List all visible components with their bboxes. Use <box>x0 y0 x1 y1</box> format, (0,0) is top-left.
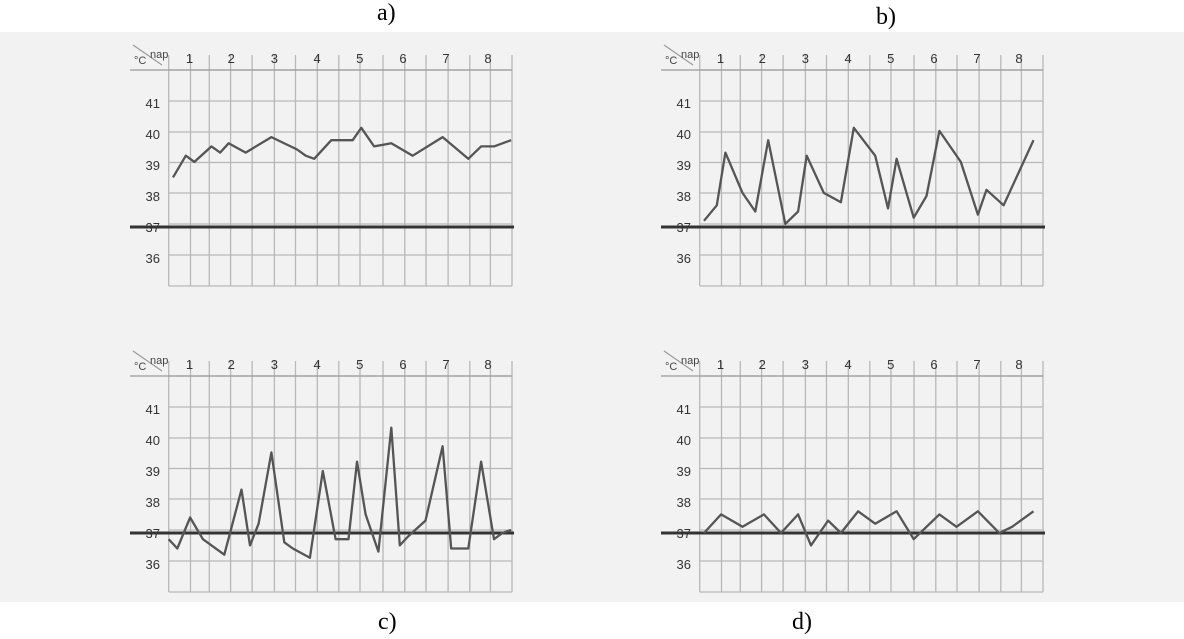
corner-label-day: nap <box>681 49 699 61</box>
temperature-series-line <box>172 126 512 178</box>
panel-label-b: b) <box>876 4 896 30</box>
x-tick-label: 2 <box>759 51 766 66</box>
corner-label-unit: °C <box>134 361 146 373</box>
corner-diagonal <box>132 44 163 66</box>
y-tick-label: 36 <box>677 557 691 572</box>
y-tick-label: 40 <box>146 127 160 142</box>
x-tick-label: 8 <box>484 51 491 66</box>
x-tick-label: 7 <box>973 51 980 66</box>
figure-background <box>0 32 1184 602</box>
x-tick-label: 6 <box>930 51 937 66</box>
chart-c: nap°C12345678414039383736 <box>130 350 514 593</box>
x-tick-label: 4 <box>844 51 851 66</box>
y-tick-label: 38 <box>677 189 691 204</box>
y-tick-label: 38 <box>146 495 160 510</box>
x-tick-label: 3 <box>271 51 278 66</box>
y-tick-label: 36 <box>677 251 691 266</box>
x-tick-label: 7 <box>973 357 980 372</box>
x-tick-label: 8 <box>1015 357 1022 372</box>
x-tick-label: 5 <box>356 357 363 372</box>
chart-d: nap°C12345678414039383736 <box>661 350 1045 593</box>
x-tick-label: 5 <box>887 357 894 372</box>
x-tick-label: 3 <box>271 357 278 372</box>
x-tick-label: 2 <box>228 357 235 372</box>
x-tick-label: 4 <box>844 357 851 372</box>
temperature-series-line <box>703 126 1035 226</box>
y-tick-label: 39 <box>146 464 160 479</box>
y-tick-label: 40 <box>146 433 160 448</box>
x-tick-label: 6 <box>399 357 406 372</box>
y-tick-label: 41 <box>146 96 160 111</box>
y-tick-label: 38 <box>677 495 691 510</box>
y-tick-label: 39 <box>677 464 691 479</box>
chart-b: nap°C12345678414039383736 <box>661 44 1045 287</box>
y-tick-label: 39 <box>677 158 691 173</box>
x-tick-label: 1 <box>186 51 193 66</box>
x-tick-label: 2 <box>228 51 235 66</box>
corner-label-unit: °C <box>665 55 677 67</box>
x-tick-label: 3 <box>802 357 809 372</box>
temperature-series-line <box>703 510 1035 547</box>
y-tick-label: 39 <box>146 158 160 173</box>
corner-diagonal <box>663 350 694 372</box>
panel-label-c: c) <box>378 609 397 635</box>
x-tick-label: 4 <box>313 51 320 66</box>
y-tick-label: 40 <box>677 127 691 142</box>
temperature-series-line <box>167 426 512 559</box>
corner-label-unit: °C <box>665 361 677 373</box>
y-tick-label: 41 <box>146 402 160 417</box>
y-tick-label: 41 <box>677 402 691 417</box>
panel-label-d: d) <box>792 609 812 635</box>
x-tick-label: 5 <box>887 51 894 66</box>
y-tick-label: 40 <box>677 433 691 448</box>
y-tick-label: 36 <box>146 557 160 572</box>
x-tick-label: 5 <box>356 51 363 66</box>
x-tick-label: 7 <box>442 51 449 66</box>
corner-label-day: nap <box>681 355 699 367</box>
corner-diagonal <box>132 350 163 372</box>
corner-label-unit: °C <box>134 55 146 67</box>
x-tick-label: 2 <box>759 357 766 372</box>
x-tick-label: 4 <box>313 357 320 372</box>
x-tick-label: 6 <box>399 51 406 66</box>
corner-label-day: nap <box>150 49 168 61</box>
panel-label-a: a) <box>377 0 396 26</box>
x-tick-label: 8 <box>1015 51 1022 66</box>
x-tick-label: 1 <box>717 51 724 66</box>
x-tick-label: 3 <box>802 51 809 66</box>
corner-label-day: nap <box>150 355 168 367</box>
y-tick-label: 41 <box>677 96 691 111</box>
y-tick-label: 38 <box>146 189 160 204</box>
chart-a: nap°C12345678414039383736 <box>130 44 514 287</box>
y-tick-label: 36 <box>146 251 160 266</box>
x-tick-label: 1 <box>717 357 724 372</box>
corner-diagonal <box>663 44 694 66</box>
x-tick-label: 6 <box>930 357 937 372</box>
x-tick-label: 1 <box>186 357 193 372</box>
x-tick-label: 8 <box>484 357 491 372</box>
x-tick-label: 7 <box>442 357 449 372</box>
